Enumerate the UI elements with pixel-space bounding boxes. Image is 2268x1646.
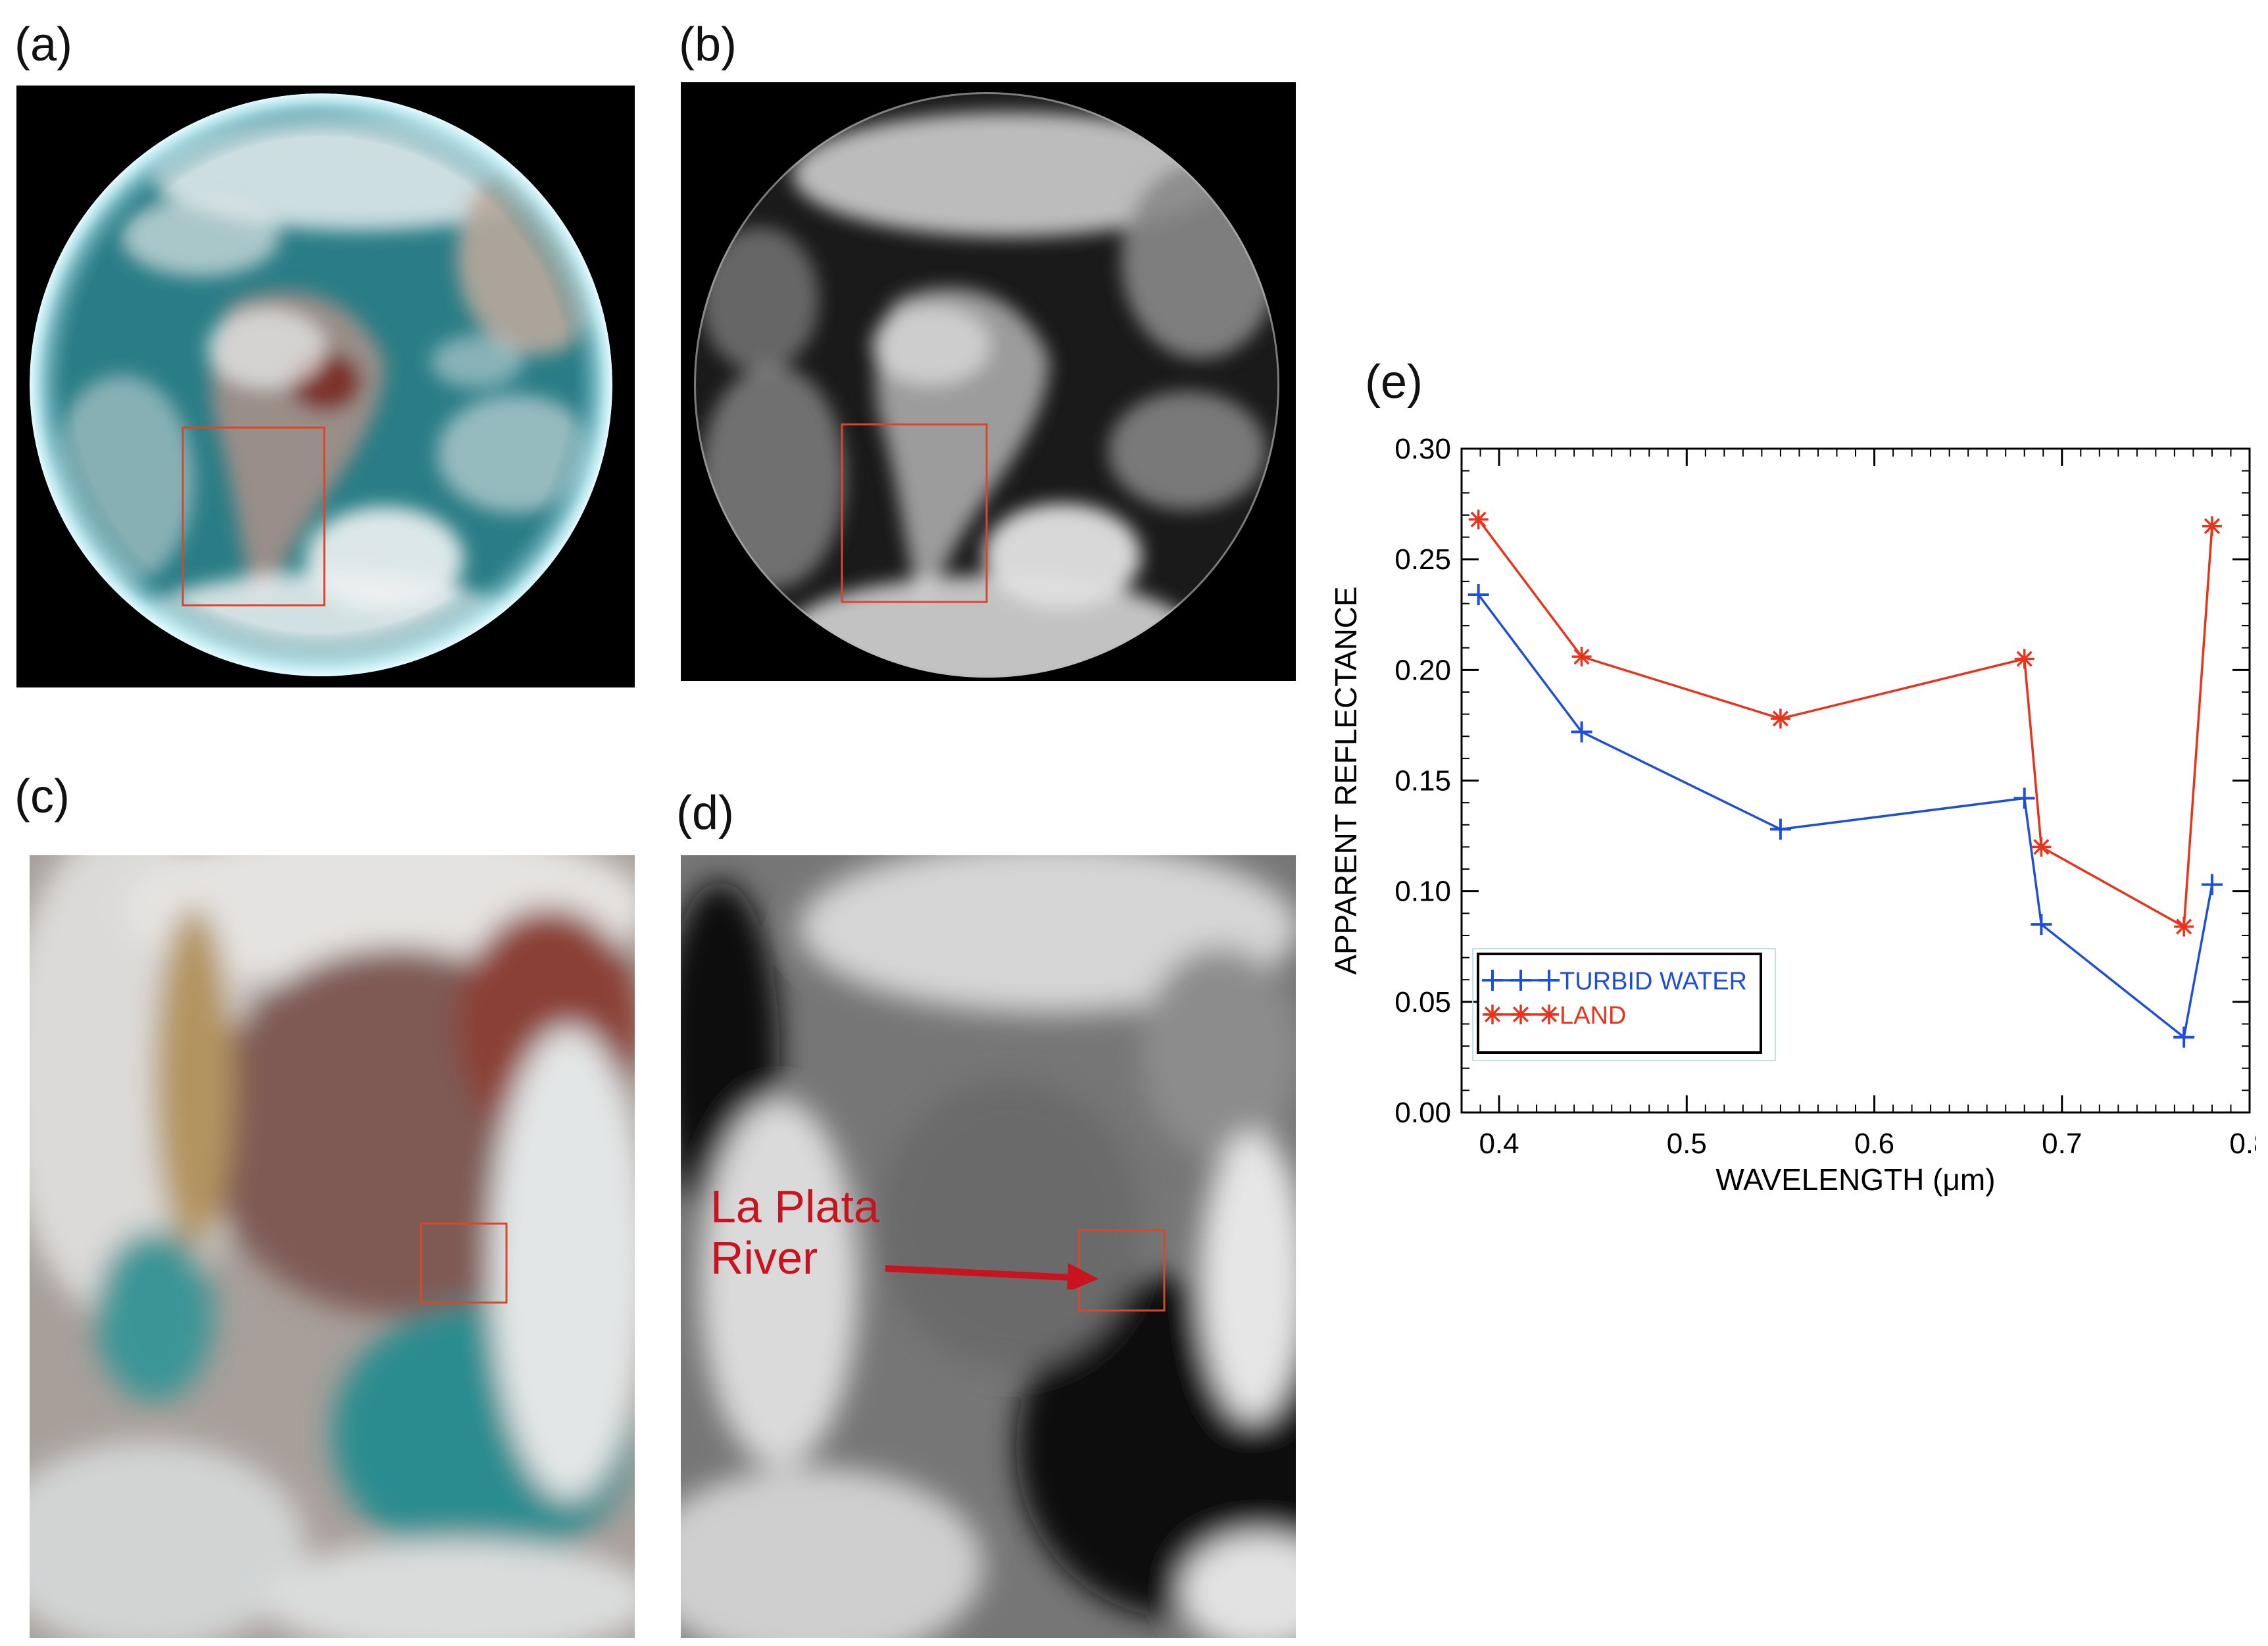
x-tick-label: 0.7 <box>2042 1128 2082 1160</box>
panel-label-e: (e) <box>1365 356 1423 409</box>
annotation-line-1: La Plata <box>710 1181 879 1232</box>
y-tick-label: 0.05 <box>1394 986 1451 1018</box>
panel-a-full-disk-color-image <box>16 86 635 687</box>
series-0-point <box>1571 721 1592 743</box>
y-tick-label: 0.20 <box>1394 654 1451 686</box>
annotation-arrow <box>885 1263 1098 1289</box>
series-0-point <box>2013 787 2035 809</box>
series-1-point <box>1571 647 1592 667</box>
reflectance-line-chart: 0.4 0.5 0.6 0.7 0.8 0.00 0.05 0.10 0.15 0.20 0.25 0… <box>1329 433 2256 1197</box>
y-tick-label: 0.10 <box>1394 876 1451 908</box>
y-tick-label: 0.00 <box>1394 1097 1451 1129</box>
x-tick-label: 0.6 <box>1854 1128 1894 1160</box>
panel-d-zoomed-grayscale-image <box>681 855 1296 1638</box>
y-axis-label: APPARENT REFLECTANCE <box>1329 586 1363 974</box>
series-1-point <box>2174 916 2194 937</box>
highlight-box-c <box>420 1222 508 1304</box>
legend-marker-0 <box>1510 970 1531 991</box>
panel-label-b: (b) <box>679 18 737 71</box>
legend-marker-0 <box>1539 970 1560 991</box>
series-1-point <box>1468 509 1489 530</box>
series-0-point <box>1769 818 1791 840</box>
x-tick-label: 0.5 <box>1667 1128 1707 1160</box>
legend-label-1: LAND <box>1560 1002 1626 1030</box>
annotation-line-2: River <box>710 1232 818 1284</box>
series-0-point <box>2031 914 2052 935</box>
y-tick-label: 0.30 <box>1394 433 1451 465</box>
series-0-point <box>1467 584 1489 605</box>
legend-box <box>1477 953 1762 1054</box>
panel-c-zoomed-color-image <box>30 855 635 1638</box>
legend-marker-1 <box>1483 1005 1502 1024</box>
series-line-1 <box>1477 518 2213 929</box>
series-1-point <box>1770 709 1790 729</box>
highlight-box-a <box>182 426 326 607</box>
panel-b-full-disk-grayscale-image <box>681 82 1296 681</box>
legend-outer-frame <box>1472 948 1776 1061</box>
x-tick-label: 0.8 <box>2229 1128 2256 1160</box>
series-1-point <box>2014 649 2034 669</box>
panel-label-a: (a) <box>14 18 72 71</box>
series-0-point <box>2201 874 2223 895</box>
la-plata-river-annotation: La Plata River <box>710 1181 879 1284</box>
legend-marker-1 <box>1539 1005 1559 1024</box>
panel-label-c: (c) <box>14 770 70 823</box>
series-1-point <box>2202 516 2222 536</box>
series-1-point <box>2031 837 2052 857</box>
highlight-box-b <box>841 423 988 603</box>
x-axis-label: WAVELENGTH (μm) <box>1715 1162 1995 1197</box>
legend-label-0: TURBID WATER <box>1560 968 1747 995</box>
series-0-point <box>2173 1026 2195 1048</box>
legend-marker-0 <box>1482 970 1503 991</box>
legend-marker-1 <box>1511 1005 1531 1024</box>
y-tick-label: 0.25 <box>1394 543 1451 576</box>
x-tick-label: 0.4 <box>1479 1128 1519 1160</box>
panel-label-d: (d) <box>676 787 734 839</box>
y-tick-label: 0.15 <box>1394 765 1451 797</box>
